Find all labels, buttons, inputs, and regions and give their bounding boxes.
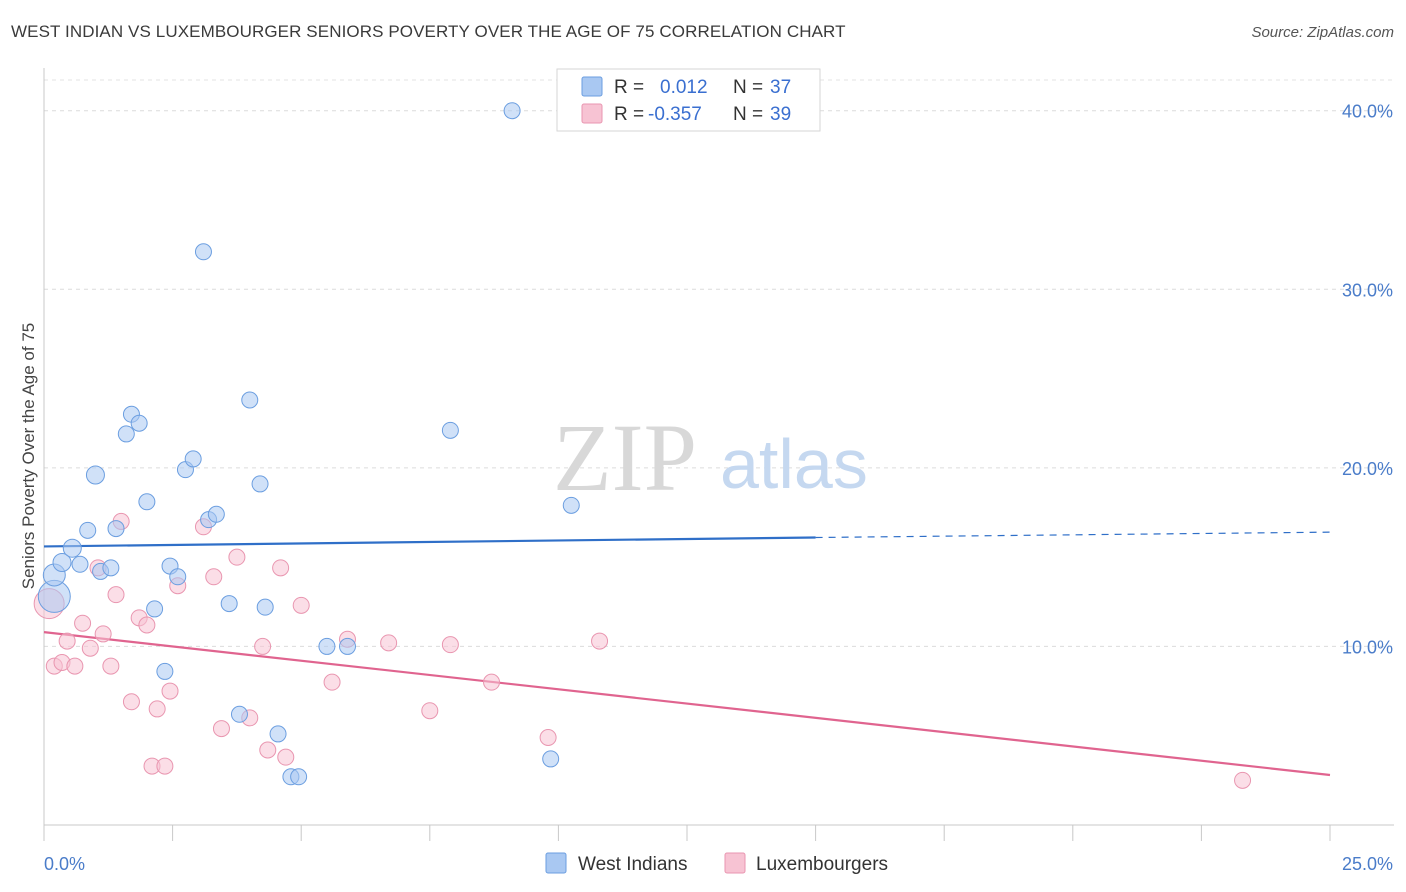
trend-line-west-indians: [43, 536, 816, 548]
point-luxembourgers: [102, 657, 120, 675]
point-luxembourgers: [58, 632, 76, 650]
legend-top: R = 0.012 N = 37 R = -0.357 N = 39: [556, 68, 821, 132]
point-luxembourgers: [539, 729, 557, 746]
point-west-indians: [52, 553, 72, 572]
legend-r-value-2: -0.357: [648, 104, 702, 125]
legend-r-label-1: R =: [614, 77, 644, 98]
point-west-indians: [107, 520, 125, 538]
point-luxembourgers: [205, 568, 223, 586]
point-luxembourgers: [259, 741, 277, 759]
point-west-indians: [542, 750, 560, 768]
point-west-indians: [138, 493, 156, 511]
point-luxembourgers: [107, 586, 125, 604]
point-luxembourgers: [441, 636, 459, 654]
grid-lines: [44, 79, 1394, 647]
point-west-indians: [130, 414, 148, 432]
legend-n-label-2: N =: [733, 104, 763, 125]
point-west-indians: [338, 637, 356, 655]
point-luxembourgers: [272, 559, 290, 577]
point-luxembourgers: [292, 596, 310, 614]
legend-swatch-luxembourgers: [581, 103, 603, 124]
bottom-legend-label-luxembourgers: Luxembourgers: [756, 854, 888, 875]
point-west-indians: [169, 568, 187, 586]
legend-n-value-2: 39: [770, 104, 791, 125]
point-west-indians: [207, 505, 225, 523]
point-luxembourgers: [421, 702, 439, 720]
legend-r-value-1: 0.012: [660, 77, 708, 98]
point-luxembourgers: [323, 673, 341, 691]
point-west-indians: [441, 421, 459, 439]
point-west-indians: [230, 705, 248, 723]
x-tick-label: 0.0%: [44, 854, 85, 874]
y-tick-label: 40.0%: [1342, 102, 1393, 122]
legend-swatch-west-indians: [581, 76, 603, 97]
trend-line-extension: [815, 531, 1331, 539]
point-west-indians: [503, 102, 521, 120]
x-tick-labels: 0.0% 25.0%: [44, 854, 1393, 874]
trend-line-luxembourgers: [43, 631, 1331, 777]
legend-r-label-2: R =: [614, 104, 644, 125]
point-west-indians: [256, 598, 274, 616]
point-west-indians: [79, 521, 97, 539]
point-luxembourgers: [156, 757, 174, 775]
source-label: Source: ZipAtlas.com: [1251, 24, 1394, 41]
chart-title: WEST INDIAN VS LUXEMBOURGER SENIORS POVE…: [11, 22, 846, 41]
watermark-zip: ZIP: [553, 404, 697, 511]
point-west-indians: [184, 450, 202, 468]
point-luxembourgers: [74, 614, 92, 632]
y-tick-labels: 10.0% 20.0% 30.0% 40.0%: [1342, 102, 1393, 658]
point-west-indians: [562, 496, 580, 514]
y-tick-label: 10.0%: [1342, 637, 1393, 657]
bottom-legend-swatch-west-indians: [545, 852, 567, 874]
trend-lines: [43, 531, 1331, 777]
point-west-indians: [71, 555, 89, 573]
point-west-indians: [194, 243, 212, 261]
point-luxembourgers: [380, 634, 398, 652]
point-luxembourgers: [228, 548, 246, 566]
point-luxembourgers: [122, 693, 140, 711]
point-west-indians: [269, 725, 287, 743]
point-west-indians: [290, 768, 308, 786]
x-tick-label: 25.0%: [1342, 854, 1393, 874]
point-luxembourgers: [591, 632, 609, 650]
y-axis-label: Seniors Poverty Over the Age of 75: [19, 323, 38, 589]
watermark-atlas: atlas: [720, 425, 868, 503]
point-luxembourgers: [161, 682, 179, 700]
point-luxembourgers: [483, 673, 501, 691]
y-tick-label: 20.0%: [1342, 459, 1393, 479]
point-west-indians: [251, 475, 269, 493]
point-luxembourgers: [1234, 771, 1252, 789]
point-luxembourgers: [138, 616, 156, 634]
axes: [43, 68, 1394, 841]
point-luxembourgers: [277, 748, 295, 766]
point-west-indians: [102, 559, 120, 577]
legend-n-value-1: 37: [770, 77, 791, 98]
point-luxembourgers: [94, 625, 112, 643]
point-west-indians: [156, 662, 174, 680]
point-luxembourgers: [212, 720, 230, 738]
point-west-indians: [220, 595, 238, 613]
bottom-legend-swatch-luxembourgers: [724, 852, 746, 874]
bottom-legend-label-west-indians: West Indians: [578, 854, 687, 875]
point-west-indians: [146, 600, 164, 618]
point-luxembourgers: [148, 700, 166, 718]
point-west-indians: [117, 425, 135, 443]
point-luxembourgers: [81, 639, 99, 657]
point-west-indians: [85, 465, 105, 485]
legend-bottom: West Indians Luxembourgers: [545, 852, 888, 875]
point-luxembourgers: [254, 637, 272, 655]
y-tick-label: 30.0%: [1342, 280, 1393, 300]
legend-n-label-1: N =: [733, 77, 763, 98]
point-west-indians: [62, 538, 82, 558]
point-luxembourgers: [66, 657, 84, 675]
watermark: ZIP atlas: [553, 404, 868, 511]
data-points: [33, 102, 1252, 789]
point-west-indians: [318, 637, 336, 655]
point-west-indians: [241, 391, 259, 409]
